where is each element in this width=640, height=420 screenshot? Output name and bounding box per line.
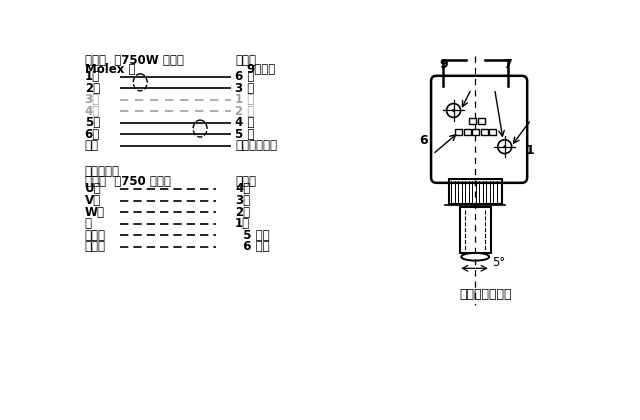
Text: 地: 地 [84, 217, 92, 230]
Text: 编码器接头标识: 编码器接头标识 [460, 288, 512, 301]
Text: 5 制动: 5 制动 [235, 229, 269, 241]
Text: 3 黑: 3 黑 [235, 81, 254, 94]
Text: Molex 母: Molex 母 [84, 63, 135, 76]
Text: 2黑: 2黑 [84, 81, 100, 94]
Text: 2 黄: 2 黄 [235, 105, 254, 118]
Text: 外壳: 外壳 [84, 139, 99, 152]
Text: 6 制动: 6 制动 [235, 240, 269, 253]
Text: 9针插头: 9针插头 [246, 63, 276, 76]
Bar [449, 179, 502, 204]
Text: W黑: W黑 [84, 206, 105, 218]
Text: 驱动侧  （750W 以下）: 驱动侧 （750W 以下） [84, 54, 184, 67]
Text: 5蓝: 5蓝 [84, 116, 100, 129]
Text: V白: V白 [84, 194, 100, 207]
Text: 电机动力线: 电机动力线 [84, 165, 120, 178]
Text: 1白: 1白 [84, 70, 100, 83]
Bar [481, 129, 488, 135]
Text: 1绿: 1绿 [235, 217, 250, 230]
Text: 3红: 3红 [84, 93, 100, 106]
Text: 3白: 3白 [235, 194, 250, 207]
Bar [469, 118, 476, 124]
Text: 2黑: 2黑 [235, 206, 250, 218]
Text: 绿制动: 绿制动 [84, 240, 106, 253]
Text: U红: U红 [84, 183, 101, 195]
Circle shape [452, 109, 455, 112]
Bar [460, 207, 491, 253]
Text: 外壳（屏蔽）: 外壳（屏蔽） [235, 139, 277, 152]
Text: 4黄: 4黄 [84, 105, 100, 118]
Text: 4红: 4红 [235, 183, 250, 195]
Bar [472, 129, 479, 135]
Text: 电机侧: 电机侧 [235, 175, 256, 188]
Text: 1: 1 [525, 144, 534, 157]
Bar [489, 129, 496, 135]
Text: 1 红: 1 红 [235, 93, 254, 106]
Text: 6: 6 [419, 134, 428, 147]
Circle shape [503, 145, 506, 148]
Text: 蓝制动: 蓝制动 [84, 229, 106, 241]
Text: 5 紫: 5 紫 [235, 128, 254, 141]
Text: 6紫: 6紫 [84, 128, 100, 141]
Text: 9: 9 [440, 58, 448, 71]
Text: 7: 7 [503, 58, 512, 71]
Text: 5°: 5° [492, 256, 506, 269]
Text: 电机侧: 电机侧 [235, 54, 256, 67]
Text: 4 蓝: 4 蓝 [235, 116, 254, 129]
Text: 6 白: 6 白 [235, 70, 254, 83]
Bar [455, 129, 462, 135]
Bar [463, 129, 470, 135]
Text: 驱动侧  （750 以下）: 驱动侧 （750 以下） [84, 175, 170, 188]
Bar [477, 118, 484, 124]
